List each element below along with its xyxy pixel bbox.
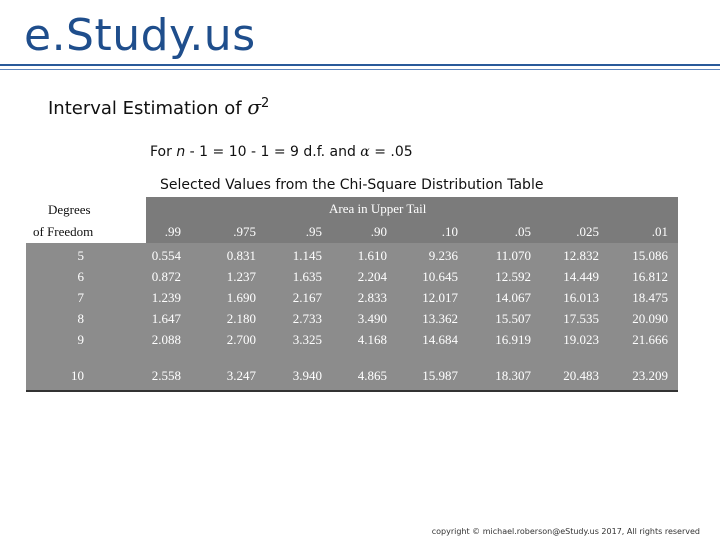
value-cell: 2.167 (292, 290, 322, 305)
df-cell: 10 (71, 368, 84, 383)
value-cell: 3.490 (357, 311, 387, 326)
value-cell: 2.088 (151, 332, 181, 347)
value-cell: 1.239 (151, 290, 181, 305)
row-header-cell (26, 197, 146, 243)
value-cell: 3.940 (292, 368, 322, 383)
value-cell: 1.635 (292, 269, 322, 284)
value-cell: 12.832 (563, 248, 599, 263)
value-cell: 18.475 (632, 290, 668, 305)
value-cell: 1.145 (292, 248, 322, 263)
column-header: .90 (370, 224, 387, 239)
slide-title: Interval Estimation of σ2 (48, 92, 269, 121)
value-cell: 1.647 (151, 311, 181, 326)
subline-prefix: For (150, 144, 177, 160)
df-cell: 9 (77, 332, 85, 347)
table-bottom-rule (26, 390, 678, 392)
header-rule (0, 64, 720, 66)
value-cell: 4.865 (357, 368, 387, 383)
value-cell: 10.645 (422, 269, 458, 284)
value-cell: 19.023 (563, 332, 599, 347)
value-cell: 20.090 (632, 311, 668, 326)
group-header-area-in-upper-tail: Area in Upper Tail (329, 201, 427, 216)
value-cell: 23.209 (632, 368, 668, 383)
value-cell: 16.812 (632, 269, 668, 284)
value-cell: 0.831 (226, 248, 256, 263)
value-cell: 12.017 (422, 290, 458, 305)
subline-n: n (176, 144, 186, 160)
value-cell: 2.180 (226, 311, 256, 326)
df-cell: 7 (77, 290, 85, 305)
alpha-symbol: α (360, 144, 370, 160)
value-cell: 17.535 (563, 311, 599, 326)
value-cell: 15.987 (422, 368, 458, 383)
exponent: 2 (260, 96, 270, 111)
column-header: .10 (441, 224, 458, 239)
column-header: .975 (233, 224, 256, 239)
df-cell: 6 (77, 269, 85, 284)
value-cell: 1.237 (226, 269, 256, 284)
header-rule-thin (0, 69, 720, 70)
value-cell: 2.733 (292, 311, 322, 326)
column-header: .05 (514, 224, 531, 239)
slide-title-text: Interval Estimation of (48, 98, 248, 119)
degrees-of-freedom-line: For n - 1 = 10 - 1 = 9 d.f. and α = .05 (150, 144, 413, 160)
value-cell: 1.690 (226, 290, 256, 305)
value-cell: 12.592 (495, 269, 531, 284)
value-cell: 0.554 (151, 248, 181, 263)
value-cell: 20.483 (563, 368, 599, 383)
value-cell: 2.833 (357, 290, 387, 305)
sigma-symbol: σ (247, 95, 261, 119)
column-header: .01 (651, 224, 668, 239)
value-cell: 18.307 (495, 368, 531, 383)
value-cell: 1.610 (357, 248, 387, 263)
value-cell: 0.872 (151, 269, 181, 284)
subline-part2: = .05 (369, 144, 413, 160)
value-cell: 15.507 (495, 311, 531, 326)
value-cell: 14.684 (422, 332, 458, 347)
value-cell: 2.204 (357, 269, 387, 284)
value-cell: 14.067 (495, 290, 531, 305)
value-cell: 4.168 (357, 332, 387, 347)
value-cell: 15.086 (632, 248, 668, 263)
row-header-of-freedom: of Freedom (33, 224, 94, 239)
value-cell: 2.558 (151, 368, 181, 383)
value-cell: 16.013 (563, 290, 599, 305)
table-caption: Selected Values from the Chi-Square Dist… (160, 177, 544, 193)
value-cell: 16.919 (495, 332, 531, 347)
df-cell: 8 (77, 311, 85, 326)
value-cell: 11.070 (495, 248, 531, 263)
column-header: .025 (576, 224, 599, 239)
value-cell: 9.236 (428, 248, 458, 263)
value-cell: 3.247 (226, 368, 256, 383)
chi-square-table: Degrees of Freedom Area in Upper Tail .9… (26, 197, 678, 390)
row-header-degrees: Degrees (48, 202, 91, 217)
copyright-notice: copyright © michael.roberson@eStudy.us 2… (431, 527, 700, 536)
brand-logo: e.Study.us (24, 10, 256, 61)
column-header: .95 (305, 224, 322, 239)
subline-part1: - 1 = 10 - 1 = 9 d.f. and (185, 144, 361, 160)
value-cell: 14.449 (563, 269, 599, 284)
value-cell: 3.325 (292, 332, 322, 347)
df-cell: 5 (77, 248, 85, 263)
value-cell: 13.362 (422, 311, 458, 326)
value-cell: 21.666 (632, 332, 668, 347)
column-header: .99 (164, 224, 181, 239)
value-cell: 2.700 (226, 332, 256, 347)
